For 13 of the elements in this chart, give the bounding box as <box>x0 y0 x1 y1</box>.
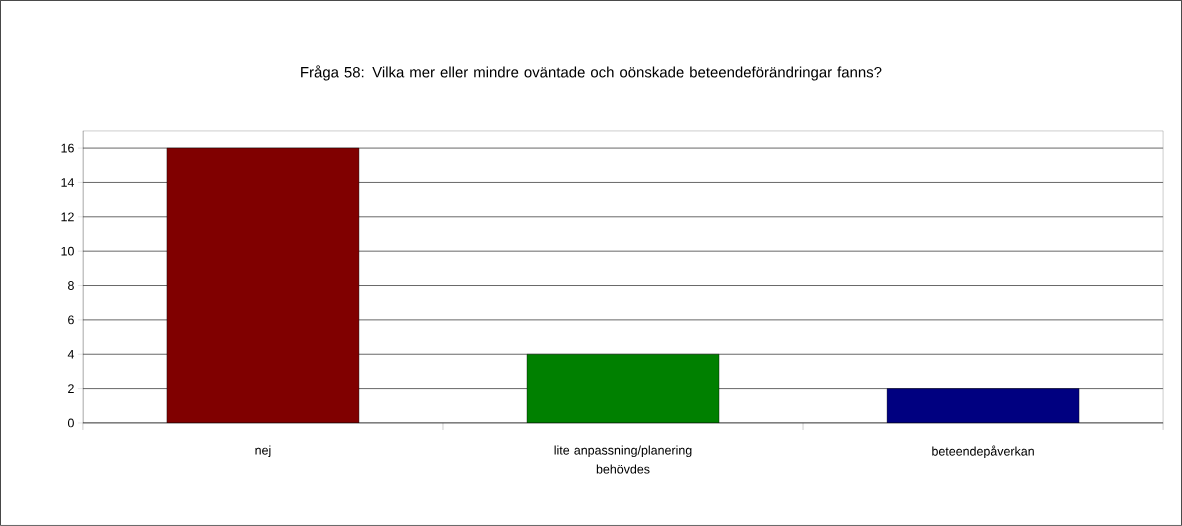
y-tick-label: 0 <box>67 418 74 428</box>
y-tick-label: 12 <box>61 212 74 222</box>
y-tick-label: 6 <box>68 315 74 325</box>
y-tick-label: 2 <box>68 384 74 394</box>
x-tick-label: beteendepåverkan <box>932 445 1034 459</box>
chart-title: Fråga 58: Vilka mer eller mindre oväntade och oönskade beteendeförändringar fanns? <box>301 65 882 81</box>
y-tick-label: 4 <box>67 350 75 359</box>
y-tick-label: 10 <box>61 246 74 256</box>
x-tick-label: nej <box>255 445 271 458</box>
x-tick-label: lite anpassning/planering behövdes <box>554 445 692 474</box>
y-tick-label: 8 <box>68 281 74 290</box>
y-tick-label: 14 <box>61 178 75 187</box>
y-tick-label: 16 <box>61 143 74 153</box>
